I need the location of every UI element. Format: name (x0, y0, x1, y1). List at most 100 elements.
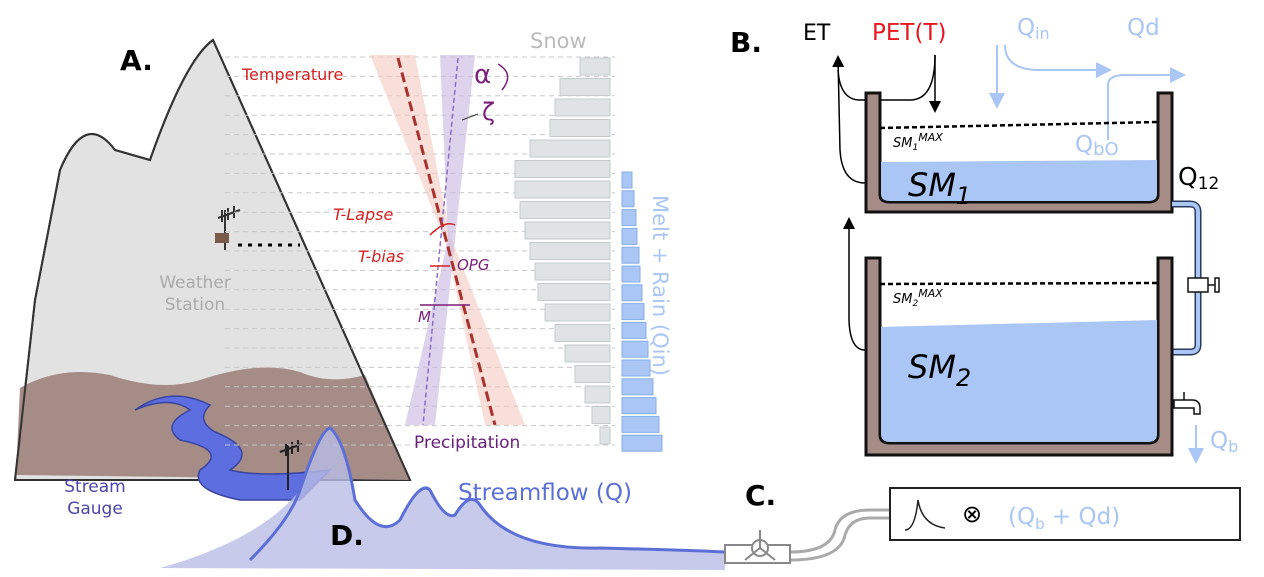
weather-station-label: Weather Station (159, 273, 231, 315)
snow-bar (524, 221, 611, 240)
melt-bar (621, 303, 645, 321)
snow-bars (514, 57, 611, 445)
label-base: Q (1210, 428, 1228, 454)
streamflow-area (160, 428, 725, 570)
snow-bar (599, 426, 611, 445)
melt-bar (621, 359, 651, 377)
stream-gauge-label: Stream Gauge (64, 477, 126, 519)
opg-label: OPG (457, 256, 489, 274)
tank-1 (864, 91, 1174, 214)
et-arrow (832, 55, 866, 184)
melt-bar (621, 321, 647, 339)
label-sub: 2 (956, 364, 971, 392)
pet-label: PET(T) (872, 20, 946, 46)
stream-gauge-icon (279, 440, 303, 490)
label-sub: 2 (912, 299, 918, 309)
max-line-2 (879, 281, 1159, 286)
label-sub: 1 (912, 143, 918, 153)
melt-bar (621, 227, 638, 245)
t-lapse-arrow (429, 223, 456, 236)
snow-bar (529, 242, 611, 260)
melt-bars (621, 171, 663, 452)
snow-bar (519, 201, 611, 219)
melt-bar (621, 190, 635, 208)
panel-label: A. (120, 44, 153, 77)
sm1-label: SM1 (908, 166, 971, 210)
qb-label: Qb (1210, 428, 1238, 456)
precipitation-band (405, 55, 475, 425)
qd-label: Qd (1127, 15, 1160, 41)
snow-bar (564, 344, 611, 363)
alpha-label: α (474, 60, 491, 90)
snow-bar (574, 365, 611, 383)
label-base: SM (908, 166, 956, 204)
snow-bar (514, 180, 611, 199)
valve-icon (724, 530, 791, 564)
melt-bar (621, 209, 637, 227)
streamflow-label: Streamflow (Q) (458, 480, 632, 506)
melt-bar (621, 397, 657, 415)
snow-bar (529, 139, 611, 158)
snow-bar (549, 119, 611, 137)
formula-part: (Q (1008, 504, 1035, 530)
et-loop (837, 54, 936, 101)
snow-bar (591, 406, 611, 424)
temperature-line (396, 57, 497, 426)
et-label: ET (803, 21, 831, 46)
label-base: SM (908, 348, 956, 386)
t-lapse-label: T-Lapse (333, 205, 393, 224)
snow-bar (534, 262, 611, 281)
label-base: SM (893, 292, 912, 307)
water-1 (881, 160, 1157, 201)
zeta-label: ζ (482, 98, 495, 126)
kernel-icon (904, 499, 946, 531)
precipitation-line (422, 57, 459, 426)
qd-arrow-2 (1107, 67, 1186, 140)
panel-label: B. (730, 26, 762, 59)
snow-label: Snow (530, 29, 587, 53)
label-line: Station (165, 295, 225, 315)
formula: (Qb + Qd) (1008, 504, 1120, 533)
melt-bar (621, 340, 649, 358)
label-line: Stream (64, 477, 126, 497)
label-base: SM (893, 136, 912, 151)
formula-part: b (1035, 515, 1045, 533)
operator: ⊗ (962, 500, 982, 528)
qin-label: Qin (1017, 15, 1050, 43)
melt-bar (621, 171, 633, 189)
label-sub: 12 (1198, 174, 1220, 194)
t-bias-label: T-bias (358, 247, 404, 266)
melt-bar (621, 284, 643, 302)
transfer-box (889, 487, 1241, 541)
melt-bar (621, 415, 660, 433)
melt-rain-label: Melt + Rain (Qin) (648, 195, 672, 376)
formula-part: + Qd) (1045, 504, 1121, 530)
qd-arrow-1 (1004, 44, 1112, 78)
label-sub: 1 (956, 182, 971, 210)
alpha-arrow (497, 63, 509, 91)
label-line: Gauge (67, 499, 123, 519)
m-label: M (418, 308, 431, 326)
q12-label: Q12 (1178, 162, 1219, 194)
melt-bar (621, 265, 641, 283)
et-arrow-2 (843, 217, 866, 351)
sm1-max-label: SM1MAX (893, 131, 943, 153)
snow-bar (514, 160, 611, 178)
label-sup: MAX (918, 131, 943, 144)
label-base: Q (1075, 132, 1093, 158)
snow-bar (544, 303, 611, 322)
label-sub: bO (1093, 139, 1119, 160)
water-2 (881, 320, 1157, 442)
temperature-label: Temperature (241, 65, 343, 84)
pipe (789, 508, 890, 562)
panel-label: D. (330, 519, 364, 552)
snow-bar (579, 57, 611, 76)
valve (1187, 277, 1220, 293)
snow-bar (537, 283, 611, 301)
label-sub: in (1035, 24, 1050, 43)
snow-bar (554, 98, 611, 117)
tank-2 (864, 256, 1174, 457)
snow-bar (584, 385, 611, 404)
valley (16, 367, 410, 480)
